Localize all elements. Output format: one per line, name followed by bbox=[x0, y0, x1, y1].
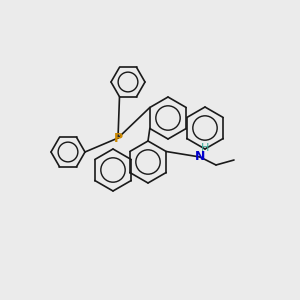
Text: H: H bbox=[201, 143, 209, 153]
Text: P: P bbox=[113, 131, 123, 145]
Text: N: N bbox=[195, 151, 205, 164]
